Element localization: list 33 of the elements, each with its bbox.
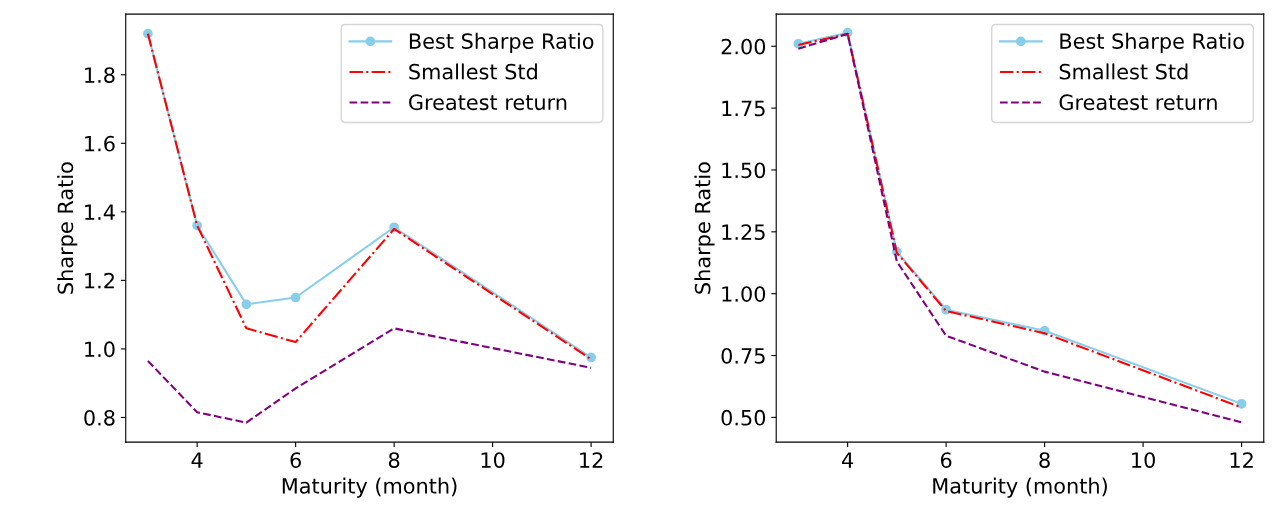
- x-tick-label: 10: [1132, 452, 1155, 468]
- y-tick-label: 0.8: [84, 409, 115, 426]
- y-tick-label: 1.25: [722, 224, 765, 241]
- y-tick-label: 1.50: [722, 162, 766, 179]
- legend-label: Smallest Std: [1059, 63, 1188, 80]
- y-tick-label: 1.75: [722, 100, 765, 117]
- x-axis-title: Maturity (month): [933, 477, 1107, 498]
- x-tick-label: 12: [580, 452, 603, 468]
- x-tick-label: 10: [481, 452, 505, 468]
- legend-label: Greatest return: [1059, 94, 1217, 111]
- y-tick-label: 1.6: [85, 135, 115, 152]
- x-tick-label: 8: [388, 452, 400, 468]
- x-tick-label: 6: [940, 452, 952, 468]
- x-tick-label: 4: [191, 452, 203, 468]
- legend-label: Best Sharpe Ratio: [409, 32, 594, 54]
- y-axis-title: Sharpe Ratio: [694, 162, 715, 294]
- y-tick-label: 1.8: [85, 67, 115, 83]
- legend-label: Smallest Std: [409, 63, 537, 80]
- x-tick-label: 12: [1230, 452, 1253, 468]
- y-tick-label: 1.00: [722, 286, 766, 302]
- x-tick-label: 8: [1039, 452, 1050, 468]
- x-axis-title: Maturity (month): [282, 477, 457, 498]
- legend-label: Best Sharpe Ratio: [1060, 32, 1244, 54]
- y-tick-label: 0.75: [721, 347, 765, 364]
- y-tick-label: 1.2: [85, 272, 114, 289]
- x-tick-label: 4: [842, 452, 854, 468]
- x-tick-label: 6: [290, 452, 301, 468]
- y-tick-label: 0.50: [721, 409, 766, 426]
- legend-label: Greatest return: [409, 94, 567, 111]
- y-tick-label: 1.4: [85, 204, 115, 220]
- y-tick-label: 1.0: [85, 341, 115, 358]
- y-axis-title: Sharpe Ratio: [57, 162, 78, 294]
- y-tick-label: 2.00: [721, 38, 766, 55]
